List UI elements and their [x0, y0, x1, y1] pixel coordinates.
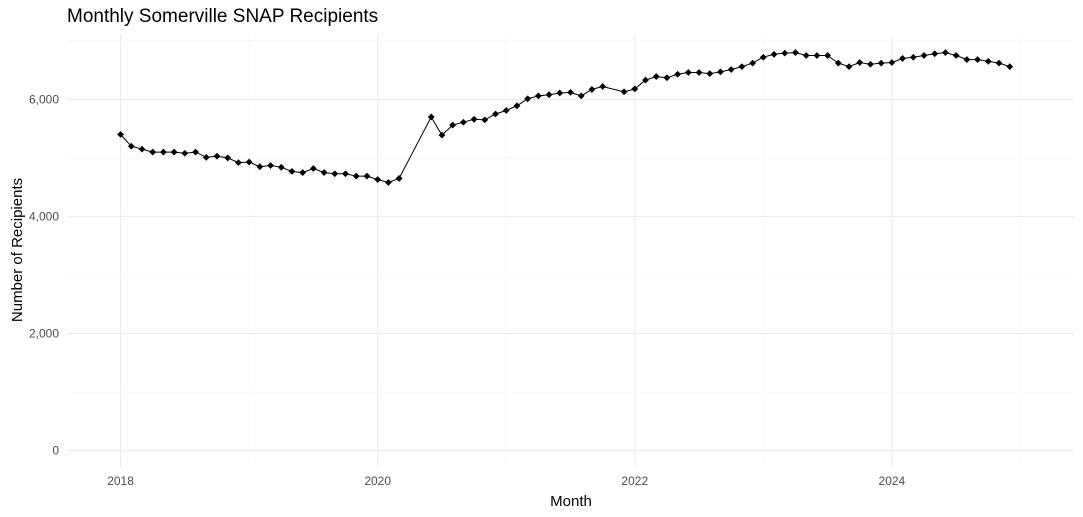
minor-gridlines — [67, 35, 1074, 467]
data-point — [759, 53, 767, 61]
data-point — [427, 113, 435, 121]
data-point — [856, 59, 864, 66]
data-point — [952, 52, 960, 59]
data-point — [192, 148, 199, 156]
x-tick-label: 2024 — [879, 474, 906, 488]
x-tick-label: 2020 — [364, 474, 391, 488]
data-point — [384, 179, 392, 186]
y-axis-tick-labels: 0 2,000 4,000 6,000 — [29, 92, 59, 457]
data-point — [942, 49, 949, 56]
data-point — [824, 52, 832, 59]
data-point — [974, 56, 981, 63]
data-point — [706, 70, 714, 78]
data-point — [834, 59, 842, 67]
data-point — [513, 102, 521, 110]
data-point — [684, 69, 692, 76]
data-point — [245, 158, 253, 166]
data-point — [631, 85, 639, 93]
data-point — [984, 57, 992, 65]
data-point — [642, 76, 649, 84]
data-point — [160, 148, 167, 156]
data-point — [888, 59, 896, 66]
data-point — [170, 148, 178, 156]
data-point — [792, 49, 799, 56]
y-tick-label: 4,000 — [29, 209, 59, 223]
data-point — [738, 63, 746, 71]
data-point — [695, 69, 703, 76]
data-point — [459, 118, 467, 126]
data-point — [717, 68, 724, 76]
data-point — [277, 163, 285, 171]
data-point — [342, 170, 349, 178]
data-point — [920, 52, 928, 59]
data-point — [577, 92, 585, 100]
y-tick-label: 6,000 — [29, 92, 59, 106]
x-tick-label: 2022 — [621, 474, 648, 488]
data-point — [331, 170, 339, 178]
data-point — [802, 52, 810, 59]
data-point — [781, 49, 789, 57]
data-point — [224, 154, 232, 162]
data-point — [599, 83, 607, 90]
data-point — [899, 55, 906, 62]
data-point — [556, 89, 564, 97]
data-point — [663, 74, 671, 82]
data-point — [299, 169, 307, 176]
data-point — [502, 107, 510, 114]
data-point — [995, 59, 1003, 67]
data-point — [652, 73, 660, 80]
data-point — [524, 95, 532, 103]
data-point — [534, 92, 542, 100]
data-point — [481, 116, 489, 124]
data-point — [181, 149, 189, 157]
data-point — [138, 145, 146, 153]
data-point — [674, 70, 682, 78]
data-point — [620, 88, 628, 96]
data-point — [545, 91, 553, 99]
data-point — [256, 163, 264, 171]
x-axis-tick-labels: 2018 2020 2022 2024 — [107, 474, 905, 488]
data-point — [845, 63, 853, 71]
series-line — [120, 52, 1010, 184]
data-point — [877, 59, 885, 67]
data-point — [235, 159, 242, 167]
data-point — [352, 172, 360, 180]
data-point — [749, 59, 757, 67]
data-point — [588, 86, 596, 93]
x-tick-label: 2018 — [107, 474, 134, 488]
series-recipients — [117, 49, 1014, 186]
data-point — [202, 153, 210, 161]
data-point — [395, 175, 403, 182]
data-point — [931, 50, 939, 58]
data-point — [1006, 63, 1014, 71]
data-point — [909, 53, 917, 61]
data-point — [963, 56, 971, 63]
data-point — [727, 66, 735, 73]
x-axis-title: Month — [550, 493, 592, 510]
data-point — [438, 131, 446, 139]
data-point — [867, 60, 874, 68]
y-axis-title: Number of Recipients — [9, 178, 26, 322]
data-point — [449, 121, 457, 129]
data-point — [213, 152, 221, 160]
data-point — [374, 176, 382, 183]
y-tick-label: 0 — [52, 444, 59, 458]
data-point — [149, 148, 157, 156]
data-point — [492, 110, 499, 118]
data-point — [127, 142, 135, 150]
data-point — [813, 52, 821, 59]
data-point — [363, 172, 371, 180]
data-point — [309, 165, 317, 172]
y-tick-label: 2,000 — [29, 327, 59, 341]
major-gridlines — [67, 35, 1074, 467]
data-point — [770, 50, 778, 58]
data-point — [117, 131, 124, 138]
data-point — [320, 169, 328, 176]
chart-title: Monthly Somerville SNAP Recipients — [67, 6, 379, 27]
data-point — [470, 115, 478, 123]
data-point — [288, 167, 296, 175]
data-point — [267, 162, 274, 169]
data-point — [567, 88, 574, 96]
